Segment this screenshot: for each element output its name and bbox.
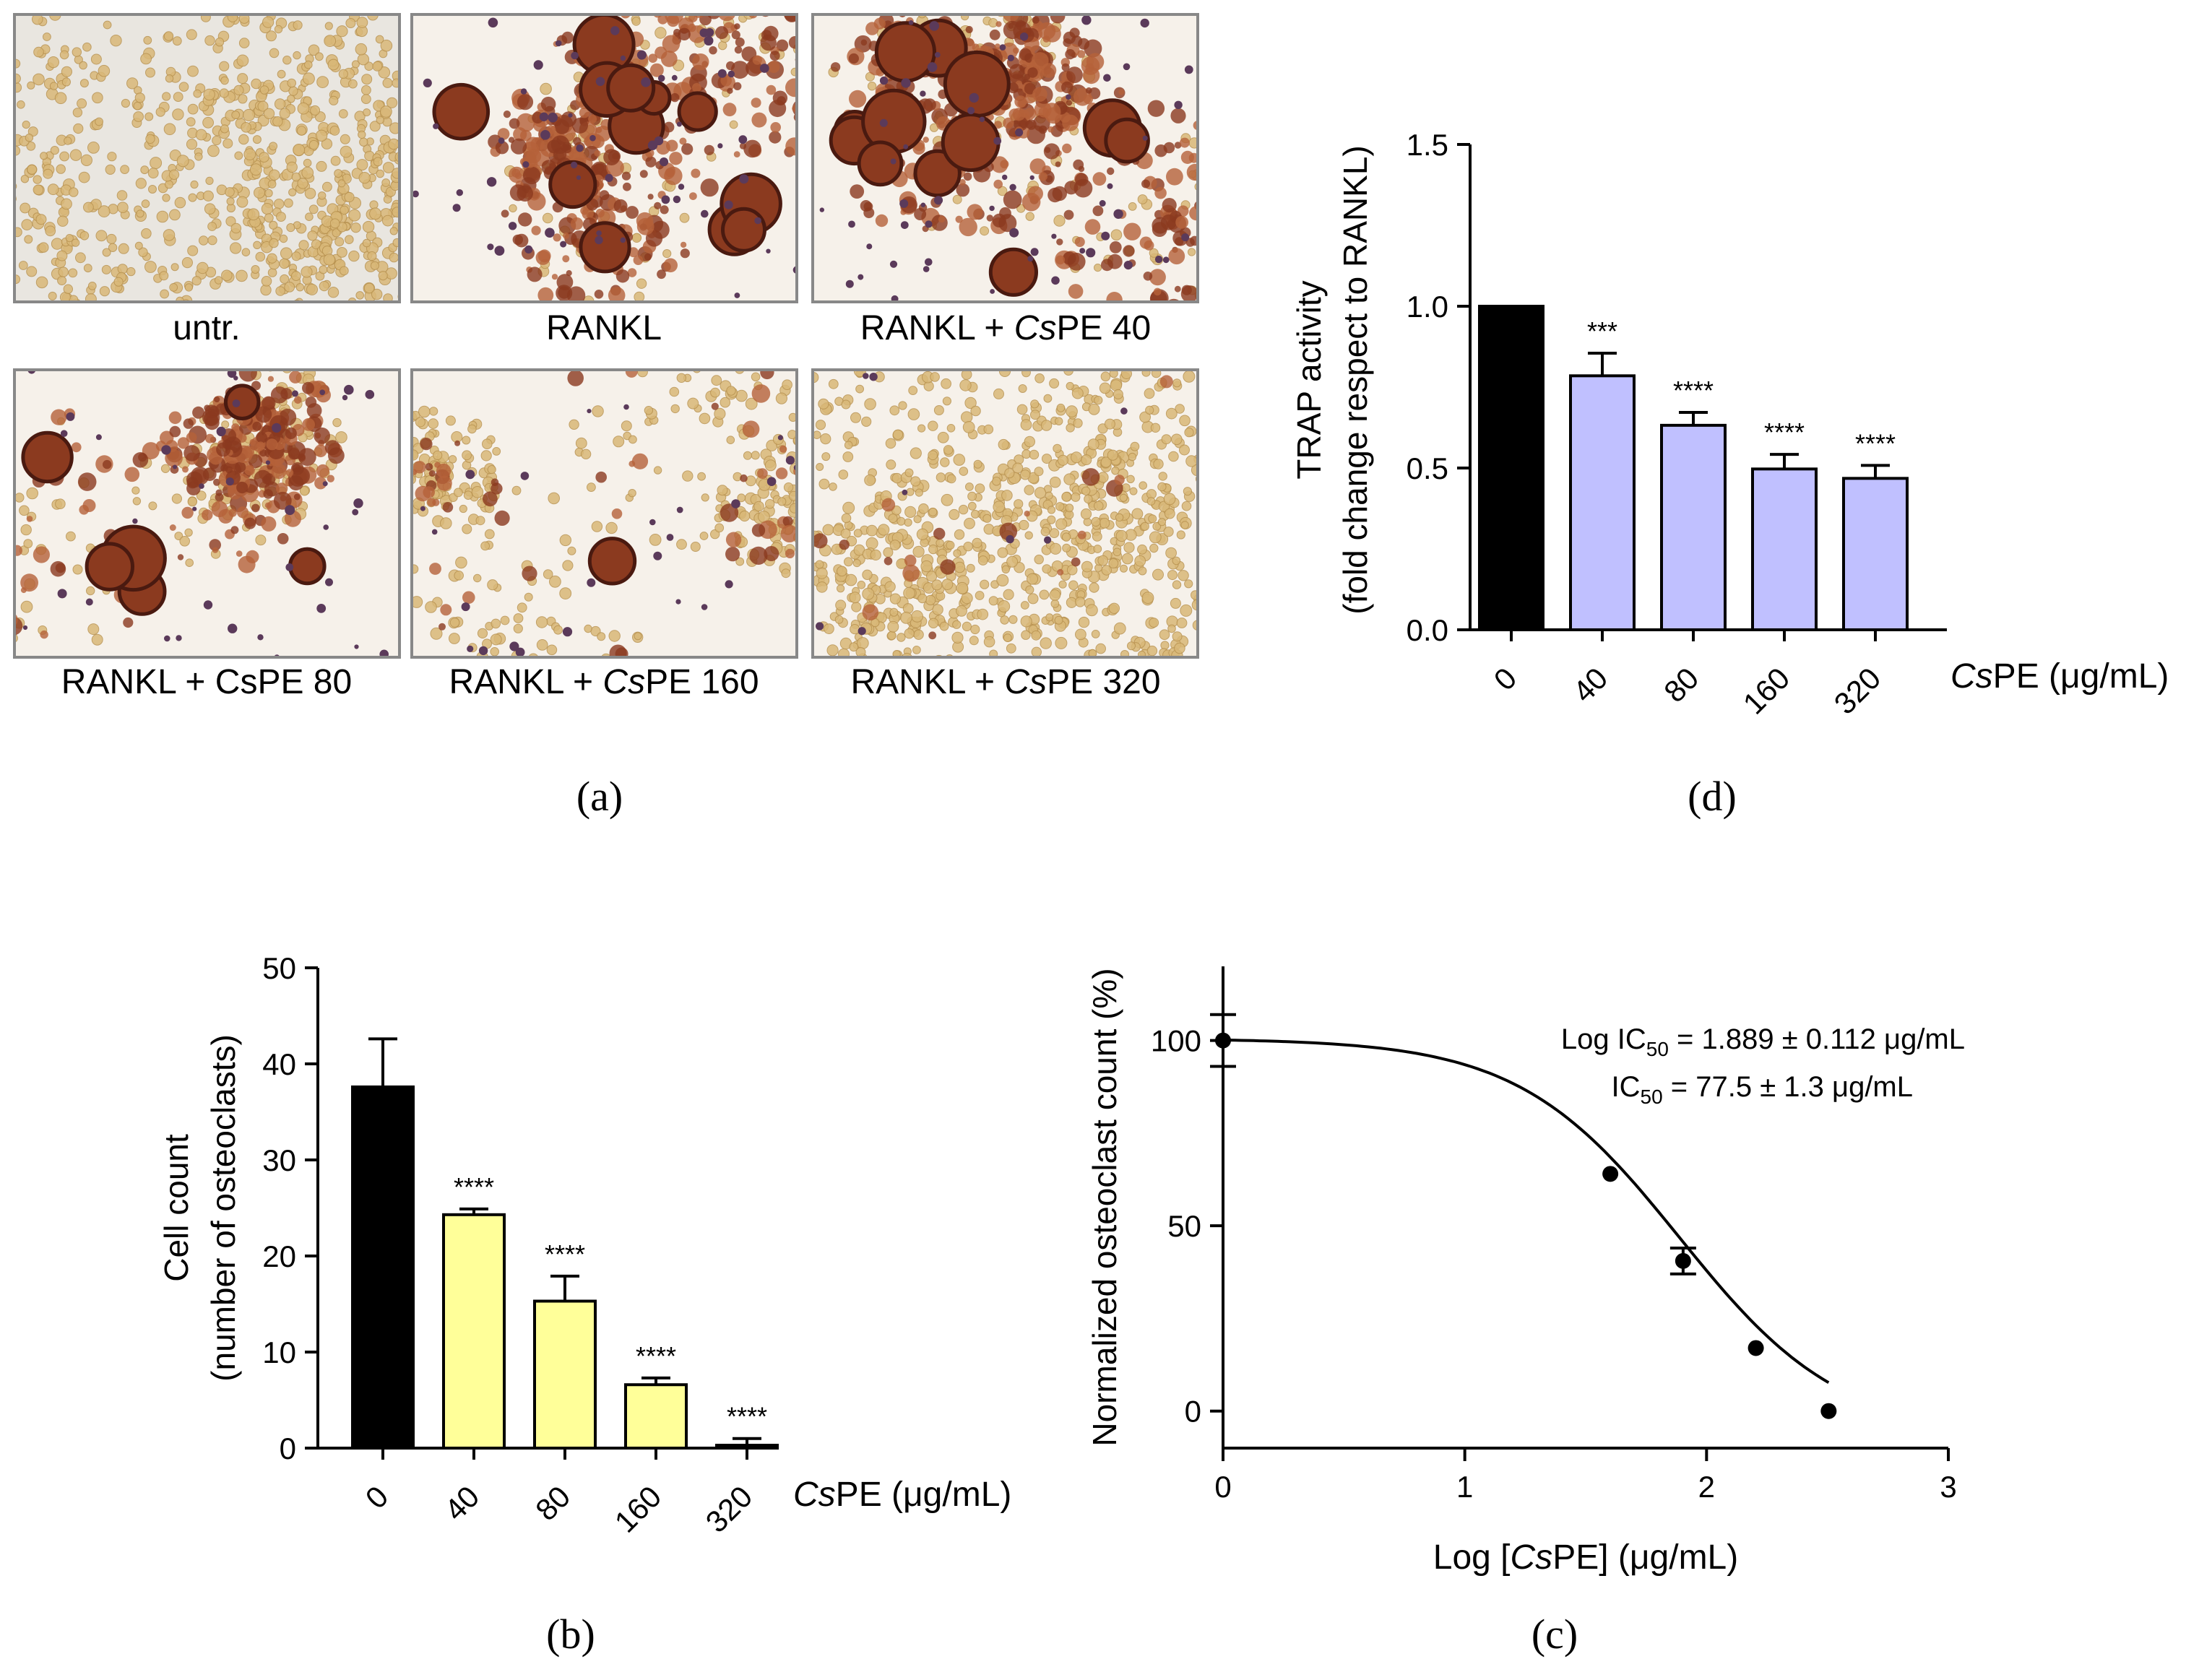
panel-d-y-tick-label: 1.0 [1407, 290, 1448, 324]
panel-c-data-point [1747, 1340, 1764, 1356]
panel-b-y-tick-label: 40 [262, 1047, 296, 1081]
panel-b-bar [715, 1444, 779, 1450]
panel-b-y-tick-label: 20 [262, 1239, 296, 1273]
panel-d-x-tick-label: 160 [1737, 661, 1797, 721]
panel-c-x-tick-label: 2 [1698, 1470, 1715, 1504]
panel-c-x-tick-label: 1 [1456, 1470, 1473, 1504]
panel-d-x-tick-label: 0 [1487, 661, 1524, 697]
panel-b-significance-label: **** [636, 1341, 676, 1371]
micrograph-border [13, 368, 401, 659]
panel-b-chart: 0 10 20 30 40 50 0 **** 40 **** 80 **** 160 **** 320 Cs… [157, 951, 1011, 1539]
panel-d-x-tick-label: 320 [1828, 661, 1888, 721]
micrograph-3 [811, 13, 1199, 303]
panel-b-bar [624, 1383, 688, 1450]
panel-b-y-tick-label: 30 [262, 1143, 296, 1177]
panel-c-x-axis-label: Log [CsPE] (μg/mL) [1433, 1538, 1738, 1577]
panel-b-bar [442, 1213, 506, 1450]
panel-c-data-point [1602, 1166, 1619, 1182]
panel-d-x-tick-label: 40 [1566, 661, 1614, 709]
panel-d-chart: 0.0 0.5 1.0 1.5 0 *** 40 **** 80 **** 160 **** 320 Cs… [1290, 128, 2169, 721]
panel-d-bar [1478, 305, 1544, 631]
panel-a-letter: (a) [576, 773, 623, 820]
panel-b-bar [533, 1299, 597, 1450]
panel-b-y-tick-label: 50 [262, 951, 296, 985]
micrograph-6 [811, 368, 1199, 659]
panel-c-fit-curve [1222, 1039, 1830, 1385]
micrograph-border [410, 368, 798, 659]
panel-b-significance-label: **** [545, 1239, 585, 1269]
panel-c-y-tick-label: 100 [1151, 1024, 1201, 1058]
panel-c-annotation-ic50: IC50 = 77.5 ± 1.3 μg/mL [1612, 1071, 1913, 1108]
panel-a: untr. RANKL RANKL + CsPE 40 RANKL + CsPE 80… [13, 13, 1199, 701]
micrograph-label: RANKL + CsPE 80 [61, 663, 352, 701]
panel-d-y-axis-label-line1: TRAP activity [1290, 280, 1328, 479]
micrograph-border [811, 13, 1199, 303]
panel-d-y-tick-label: 0.0 [1407, 613, 1448, 647]
micrograph-5 [410, 368, 798, 659]
micrograph-border [811, 368, 1199, 659]
panel-b-y-tick-label: 10 [262, 1335, 296, 1369]
panel-b-x-tick-label: 320 [699, 1479, 759, 1539]
panel-b-significance-label: **** [727, 1402, 767, 1431]
panel-d-bar [1569, 374, 1636, 631]
panel-b-x-tick-label: 80 [529, 1479, 576, 1527]
panel-c-chart: 0 50 100 0 1 2 3 Log IC50 = 1.889 ± 0.112 μg/mL… [1086, 966, 1965, 1577]
micrograph-border [13, 13, 401, 303]
micrograph-label: RANKL + CsPE 40 [860, 309, 1151, 347]
panel-d-letter: (d) [1688, 773, 1737, 820]
micrograph-2 [410, 13, 798, 303]
panel-b-y-axis-label-line1: Cell count [157, 1134, 195, 1282]
micrograph-label: RANKL + CsPE 320 [850, 663, 1160, 701]
panel-c-annotation-logic50: Log IC50 = 1.889 ± 0.112 μg/mL [1561, 1023, 1965, 1060]
panel-c-y-tick-label: 0 [1185, 1395, 1201, 1429]
micrograph-label: RANKL [546, 309, 662, 347]
micrograph-border [410, 13, 798, 303]
panel-c-y-tick-label: 50 [1167, 1209, 1201, 1243]
panel-b-y-axis-label-line2: (number of osteoclasts) [204, 1034, 242, 1382]
panel-b-letter: (b) [546, 1611, 595, 1658]
panel-c-x-tick-label: 3 [1940, 1470, 1956, 1504]
panel-b-x-tick-label: 40 [438, 1479, 485, 1527]
panel-d-y-axis-label-line2: (fold change respect to RANKL) [1336, 145, 1374, 614]
micrograph-label: RANKL + CsPE 160 [449, 663, 759, 701]
panel-b-x-tick-label: 0 [359, 1479, 395, 1515]
panel-c-data-point [1215, 1032, 1231, 1049]
panel-d-significance-label: **** [1855, 428, 1896, 458]
panel-c-y-axis-label: Normalized osteoclast count (%) [1086, 968, 1123, 1446]
panel-b-x-axis-label: CsPE (μg/mL) [793, 1476, 1011, 1514]
panel-b-bar [351, 1085, 415, 1450]
panel-d-y-tick-label: 0.5 [1407, 451, 1448, 485]
panel-d-x-axis-label: CsPE (μg/mL) [1950, 657, 2169, 696]
panel-c-x-tick-label: 0 [1214, 1470, 1231, 1504]
panel-d-bar [1660, 423, 1727, 631]
micrograph-4 [13, 368, 401, 659]
micrograph-label: untr. [173, 309, 240, 347]
panel-d-significance-label: *** [1587, 316, 1617, 346]
panel-b-significance-label: **** [454, 1172, 494, 1202]
panel-d-significance-label: **** [1764, 417, 1805, 447]
panel-d-significance-label: **** [1673, 376, 1714, 405]
panel-d-y-tick-label: 1.5 [1407, 128, 1448, 162]
panel-c-data-point [1675, 1252, 1691, 1269]
micrograph-1 [13, 13, 401, 303]
panel-c-letter: (c) [1531, 1611, 1578, 1658]
panel-d-bar [1842, 477, 1909, 631]
panel-c-data-point [1820, 1403, 1837, 1419]
panel-b-x-tick-label: 160 [608, 1479, 668, 1539]
panel-b-y-tick-label: 0 [280, 1431, 296, 1465]
panel-d-bar [1751, 467, 1818, 631]
panel-d-x-tick-label: 80 [1657, 661, 1705, 709]
